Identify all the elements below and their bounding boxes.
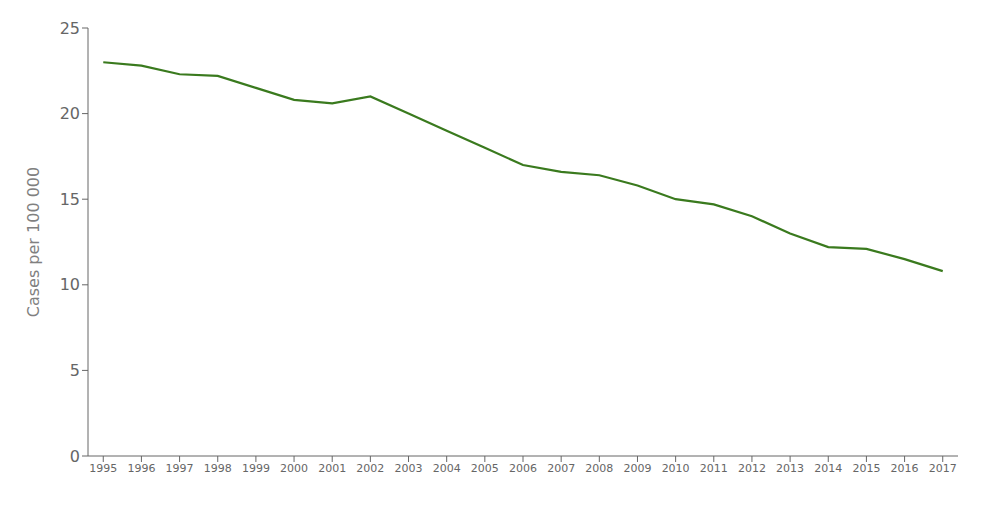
svg-text:20: 20	[60, 104, 80, 123]
svg-text:2000: 2000	[280, 462, 308, 475]
svg-text:1996: 1996	[127, 462, 155, 475]
svg-text:2009: 2009	[623, 462, 651, 475]
svg-text:2012: 2012	[738, 462, 766, 475]
svg-text:2008: 2008	[585, 462, 613, 475]
svg-text:25: 25	[60, 19, 80, 38]
svg-text:Cases per 100 000: Cases per 100 000	[24, 167, 43, 317]
svg-text:2004: 2004	[433, 462, 461, 475]
svg-text:2005: 2005	[471, 462, 499, 475]
svg-text:1997: 1997	[166, 462, 194, 475]
svg-text:1999: 1999	[242, 462, 270, 475]
svg-text:10: 10	[60, 275, 80, 294]
svg-text:2013: 2013	[776, 462, 804, 475]
svg-text:2007: 2007	[547, 462, 575, 475]
svg-text:2016: 2016	[891, 462, 919, 475]
svg-text:15: 15	[60, 190, 80, 209]
svg-text:2014: 2014	[814, 462, 842, 475]
svg-text:2003: 2003	[395, 462, 423, 475]
svg-text:2017: 2017	[929, 462, 957, 475]
svg-text:2001: 2001	[318, 462, 346, 475]
svg-text:2010: 2010	[662, 462, 690, 475]
svg-text:0: 0	[70, 447, 80, 466]
svg-text:2011: 2011	[700, 462, 728, 475]
svg-text:1995: 1995	[89, 462, 117, 475]
svg-text:2015: 2015	[852, 462, 880, 475]
svg-text:2002: 2002	[356, 462, 384, 475]
svg-text:1998: 1998	[204, 462, 232, 475]
svg-text:2006: 2006	[509, 462, 537, 475]
svg-text:5: 5	[70, 361, 80, 380]
